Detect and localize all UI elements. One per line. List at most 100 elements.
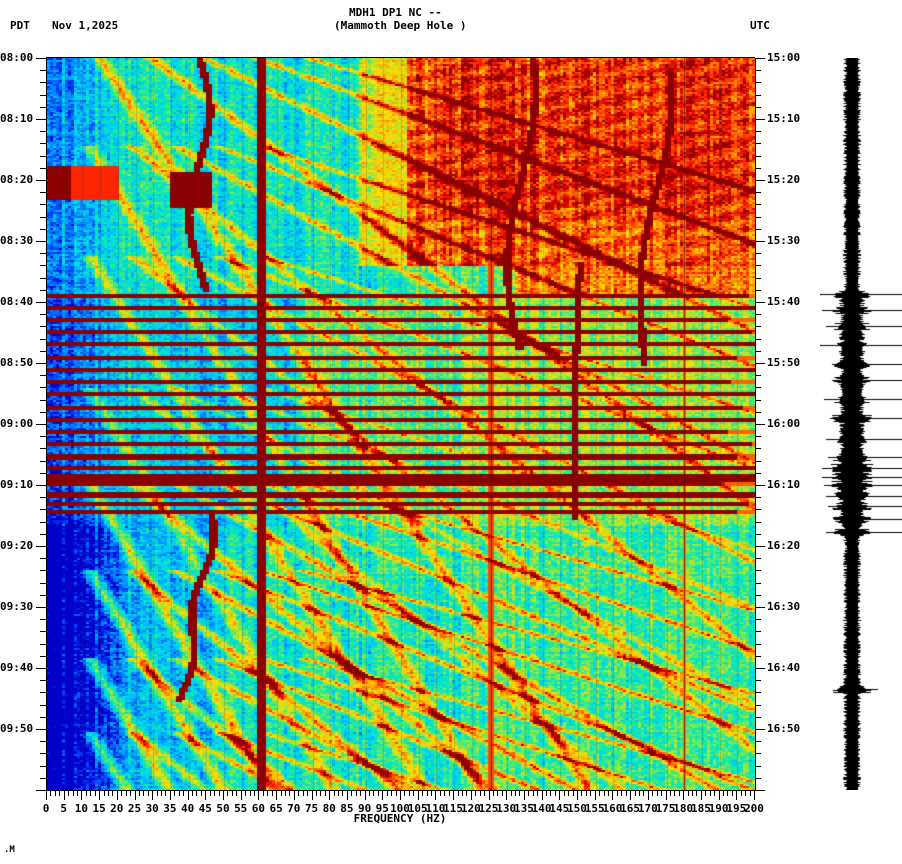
y-tick-left bbox=[36, 180, 46, 181]
y-label-left-0920: 09:20 bbox=[0, 539, 34, 552]
timezone-left-label: PDT bbox=[10, 19, 30, 32]
x-tick bbox=[157, 791, 158, 796]
y-label-right-1550: 15:50 bbox=[767, 356, 801, 369]
x-tick bbox=[250, 791, 251, 796]
x-tick bbox=[471, 791, 472, 800]
x-tick bbox=[325, 791, 326, 796]
x-tick bbox=[462, 791, 463, 796]
x-tick bbox=[595, 791, 596, 800]
y-label-right-1650: 16:50 bbox=[767, 722, 801, 735]
x-tick bbox=[391, 791, 392, 796]
x-tick bbox=[612, 791, 613, 800]
y-tick-left bbox=[36, 424, 46, 425]
x-tick bbox=[219, 791, 220, 796]
y-label-left-0830: 08:30 bbox=[0, 234, 34, 247]
spectrogram-canvas[interactable] bbox=[47, 58, 755, 790]
x-tick bbox=[245, 791, 246, 796]
x-tick bbox=[506, 791, 507, 800]
x-tick bbox=[404, 791, 405, 796]
x-tick bbox=[90, 791, 91, 796]
x-tick bbox=[546, 791, 547, 796]
x-tick bbox=[130, 791, 131, 796]
x-tick bbox=[356, 791, 357, 796]
x-tick bbox=[165, 791, 166, 796]
y-label-right-1600: 16:00 bbox=[767, 417, 801, 430]
x-tick bbox=[736, 791, 737, 800]
x-tick bbox=[174, 791, 175, 796]
x-tick bbox=[223, 791, 224, 800]
x-tick bbox=[289, 791, 290, 796]
y-label-right-1510: 15:10 bbox=[767, 112, 801, 125]
x-tick bbox=[599, 791, 600, 796]
x-tick bbox=[435, 791, 436, 800]
x-tick bbox=[466, 791, 467, 796]
y-tick-right bbox=[755, 424, 765, 425]
x-tick bbox=[351, 791, 352, 796]
corner-artifact-glyph: .M bbox=[4, 845, 15, 855]
x-tick bbox=[444, 791, 445, 796]
x-tick bbox=[674, 791, 675, 796]
x-tick bbox=[338, 791, 339, 796]
x-tick bbox=[135, 791, 136, 800]
x-tick bbox=[519, 791, 520, 796]
x-tick bbox=[559, 791, 560, 800]
x-tick bbox=[621, 791, 622, 796]
date-label: Nov 1,2025 bbox=[52, 19, 119, 32]
x-tick bbox=[143, 791, 144, 796]
x-tick bbox=[440, 791, 441, 796]
station-code-title: MDH1 DP1 NC -- bbox=[349, 6, 442, 19]
x-axis-title: FREQUENCY (HZ) bbox=[353, 812, 447, 825]
x-tick bbox=[303, 791, 304, 796]
x-tick bbox=[630, 791, 631, 800]
x-tick bbox=[692, 791, 693, 796]
x-tick bbox=[365, 791, 366, 800]
y-tick-right bbox=[755, 729, 765, 730]
x-tick bbox=[254, 791, 255, 796]
y-tick-left bbox=[36, 607, 46, 608]
x-tick bbox=[604, 791, 605, 796]
y-tick-right bbox=[755, 58, 765, 59]
x-tick bbox=[648, 791, 649, 800]
x-tick bbox=[307, 791, 308, 796]
y-tick-left bbox=[36, 302, 46, 303]
x-tick bbox=[152, 791, 153, 800]
x-tick bbox=[537, 791, 538, 796]
spectrogram-plot[interactable] bbox=[46, 58, 756, 790]
y-label-left-0930: 09:30 bbox=[0, 600, 34, 613]
x-tick bbox=[422, 791, 423, 796]
x-tick bbox=[533, 791, 534, 796]
x-tick bbox=[528, 791, 529, 796]
x-tick bbox=[484, 791, 485, 796]
x-tick bbox=[617, 791, 618, 796]
x-tick bbox=[635, 791, 636, 796]
x-tick bbox=[214, 791, 215, 796]
y-label-right-1630: 16:30 bbox=[767, 600, 801, 613]
x-tick bbox=[714, 791, 715, 796]
y-label-right-1530: 15:30 bbox=[767, 234, 801, 247]
y-tick-left bbox=[36, 668, 46, 669]
x-tick bbox=[95, 791, 96, 796]
y-tick-left bbox=[36, 790, 46, 791]
y-label-left-0810: 08:10 bbox=[0, 112, 34, 125]
x-tick bbox=[272, 791, 273, 796]
y-tick-right bbox=[755, 668, 765, 669]
x-tick bbox=[126, 791, 127, 796]
x-tick bbox=[524, 791, 525, 800]
y-label-right-1540: 15:40 bbox=[767, 295, 801, 308]
x-tick bbox=[241, 791, 242, 800]
y-label-left-0940: 09:40 bbox=[0, 661, 34, 674]
y-label-left-0850: 08:50 bbox=[0, 356, 34, 369]
x-tick bbox=[666, 791, 667, 800]
x-tick bbox=[661, 791, 662, 796]
x-tick bbox=[701, 791, 702, 800]
x-tick bbox=[73, 791, 74, 796]
x-tick bbox=[745, 791, 746, 796]
x-tick bbox=[281, 791, 282, 796]
x-tick bbox=[170, 791, 171, 800]
x-tick bbox=[581, 791, 582, 796]
y-tick-left bbox=[36, 729, 46, 730]
x-tick bbox=[418, 791, 419, 800]
x-tick bbox=[382, 791, 383, 800]
x-tick bbox=[77, 791, 78, 796]
x-tick bbox=[232, 791, 233, 796]
